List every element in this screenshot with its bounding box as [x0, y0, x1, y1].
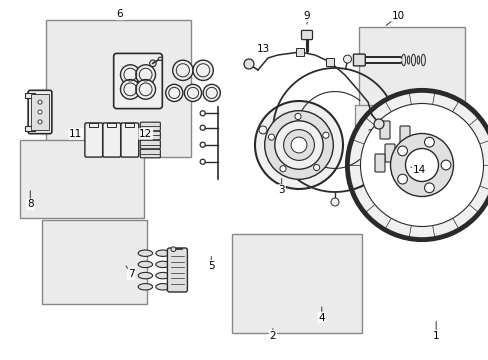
Circle shape — [313, 165, 319, 171]
Bar — [89, 123, 98, 127]
FancyBboxPatch shape — [140, 131, 160, 140]
Circle shape — [397, 146, 407, 156]
Bar — [325, 58, 333, 66]
Ellipse shape — [138, 273, 152, 279]
Ellipse shape — [156, 261, 170, 267]
Bar — [41, 220, 146, 304]
Circle shape — [149, 60, 156, 67]
Circle shape — [264, 111, 333, 179]
Circle shape — [259, 126, 266, 134]
Circle shape — [290, 137, 306, 153]
FancyBboxPatch shape — [28, 90, 52, 134]
Circle shape — [424, 137, 433, 147]
Bar — [354, 105, 429, 185]
Ellipse shape — [410, 54, 415, 66]
Ellipse shape — [156, 250, 170, 256]
Circle shape — [294, 113, 301, 120]
Circle shape — [268, 134, 274, 140]
Text: 2: 2 — [269, 330, 276, 341]
Circle shape — [360, 104, 483, 226]
FancyBboxPatch shape — [102, 123, 121, 157]
FancyBboxPatch shape — [140, 140, 160, 149]
Circle shape — [373, 119, 383, 129]
Circle shape — [244, 59, 253, 69]
Ellipse shape — [158, 57, 162, 60]
Bar — [31, 94, 49, 130]
Text: 13: 13 — [256, 44, 269, 54]
FancyBboxPatch shape — [121, 123, 139, 157]
Circle shape — [38, 100, 42, 104]
Text: 4: 4 — [318, 312, 325, 323]
Circle shape — [120, 80, 140, 99]
Circle shape — [38, 110, 42, 114]
Bar — [125, 123, 134, 127]
Text: 11: 11 — [69, 129, 82, 139]
Circle shape — [346, 90, 488, 240]
Circle shape — [184, 84, 201, 102]
Text: 9: 9 — [303, 11, 310, 21]
Text: 8: 8 — [27, 199, 34, 210]
FancyBboxPatch shape — [113, 53, 162, 109]
Ellipse shape — [156, 284, 170, 290]
Circle shape — [330, 198, 338, 206]
Circle shape — [283, 130, 314, 161]
Circle shape — [136, 80, 155, 99]
Circle shape — [440, 160, 450, 170]
Circle shape — [165, 84, 183, 102]
FancyBboxPatch shape — [140, 149, 160, 158]
Bar — [46, 20, 190, 157]
Circle shape — [322, 132, 328, 138]
Text: 14: 14 — [412, 165, 426, 175]
FancyBboxPatch shape — [167, 248, 187, 292]
Circle shape — [405, 148, 438, 181]
Text: 1: 1 — [432, 330, 439, 341]
Circle shape — [279, 166, 285, 172]
FancyBboxPatch shape — [353, 54, 365, 66]
Bar — [20, 140, 144, 218]
Text: 5: 5 — [207, 261, 214, 271]
Bar — [25, 126, 35, 131]
Ellipse shape — [138, 261, 152, 267]
Text: 10: 10 — [391, 11, 404, 21]
FancyBboxPatch shape — [301, 30, 312, 40]
Circle shape — [171, 247, 176, 252]
Circle shape — [390, 134, 452, 197]
FancyBboxPatch shape — [384, 144, 394, 162]
Circle shape — [274, 121, 323, 169]
FancyBboxPatch shape — [399, 126, 409, 144]
FancyBboxPatch shape — [374, 154, 384, 172]
FancyBboxPatch shape — [140, 122, 160, 131]
Ellipse shape — [407, 56, 409, 64]
FancyBboxPatch shape — [379, 121, 389, 139]
Circle shape — [397, 174, 407, 184]
Bar — [359, 27, 464, 122]
Text: 6: 6 — [116, 9, 123, 19]
Bar — [232, 234, 361, 333]
Ellipse shape — [420, 54, 425, 66]
Circle shape — [424, 183, 433, 193]
Bar — [25, 93, 35, 98]
Circle shape — [120, 65, 140, 85]
Text: 7: 7 — [127, 269, 134, 279]
Ellipse shape — [401, 54, 405, 66]
Ellipse shape — [156, 273, 170, 279]
Circle shape — [193, 60, 213, 80]
FancyBboxPatch shape — [85, 123, 102, 157]
Ellipse shape — [416, 56, 419, 64]
Ellipse shape — [138, 284, 152, 290]
Circle shape — [203, 84, 220, 102]
Ellipse shape — [138, 250, 152, 256]
Circle shape — [343, 55, 351, 63]
FancyBboxPatch shape — [409, 141, 419, 159]
Circle shape — [136, 65, 155, 85]
Bar — [107, 123, 116, 127]
Text: 3: 3 — [278, 185, 285, 195]
Circle shape — [254, 101, 342, 189]
Bar — [295, 48, 304, 56]
Text: 12: 12 — [139, 129, 152, 139]
Circle shape — [38, 120, 42, 124]
FancyBboxPatch shape — [278, 146, 287, 154]
Circle shape — [172, 60, 193, 80]
